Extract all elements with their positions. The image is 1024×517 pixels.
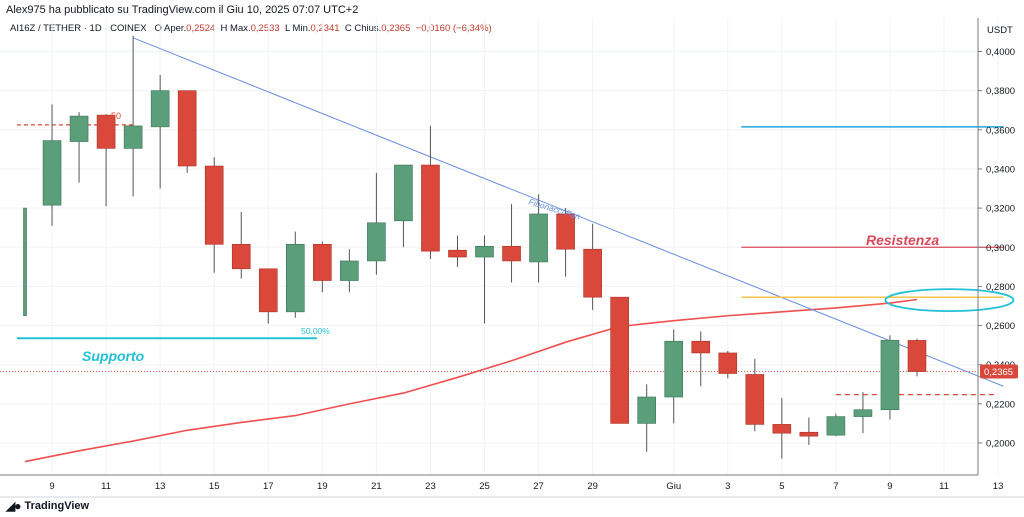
candle-up bbox=[826, 416, 846, 436]
candle-down bbox=[204, 165, 224, 245]
close-text: Chius. bbox=[354, 23, 382, 34]
candle-up bbox=[69, 115, 89, 142]
candle-up bbox=[529, 213, 548, 263]
x-tick-label: 7 bbox=[833, 481, 838, 492]
x-tick-label: 9 bbox=[887, 481, 892, 492]
open-value: 0,2524 bbox=[186, 23, 216, 34]
x-tick-label: 9 bbox=[49, 481, 54, 492]
tradingview-mark-icon: ◢● bbox=[6, 499, 22, 513]
candle-up bbox=[880, 339, 900, 411]
high-value: 0,2533 bbox=[250, 23, 280, 34]
y-tick-label: 0,2800 bbox=[986, 282, 1015, 293]
open-text: Aper. bbox=[163, 23, 187, 34]
candle-up bbox=[664, 340, 684, 398]
y-tick-label: 0,4000 bbox=[986, 47, 1015, 58]
support-label: Supporto bbox=[82, 348, 145, 364]
x-tick-label: 29 bbox=[587, 481, 598, 492]
y-axis-unit: USDT bbox=[987, 25, 1013, 36]
x-tick-label: 15 bbox=[209, 481, 220, 492]
candle-up bbox=[340, 260, 359, 281]
candle-down bbox=[421, 164, 440, 252]
close-value: 0,2365 bbox=[381, 23, 411, 34]
previous-level-label: 50 bbox=[111, 111, 121, 121]
candle-up bbox=[367, 222, 386, 262]
high-text: Max. bbox=[230, 23, 251, 34]
y-tick-label: 0,2000 bbox=[986, 439, 1015, 450]
candle-down bbox=[556, 213, 575, 250]
candle-down bbox=[691, 340, 711, 354]
y-tick-label: 0,3800 bbox=[986, 86, 1015, 97]
tradingview-logo-text: TradingView bbox=[24, 500, 90, 512]
candle-down bbox=[610, 296, 629, 424]
y-tick-label: 0,2600 bbox=[986, 321, 1015, 332]
x-tick-label: 5 bbox=[779, 481, 784, 492]
x-tick-label: Giu bbox=[666, 481, 681, 492]
candle-down bbox=[96, 114, 116, 149]
x-axis[interactable]: 9 11 13 15 17 19 21 23 25 27 29 Giu 3 5 7 9 11 13 bbox=[0, 474, 1024, 498]
x-tick-label: 17 bbox=[263, 481, 274, 492]
y-axis[interactable]: 0,4000 0,3800 0,3600 0,3400 0,3200 0,3000 0,28… bbox=[977, 18, 1018, 475]
highlight-ellipse bbox=[884, 288, 1015, 313]
x-tick-label: 27 bbox=[533, 481, 544, 492]
symbol-name[interactable]: AI16Z / TETHER · 1D · COINEX bbox=[10, 23, 147, 34]
candle-up bbox=[475, 245, 494, 258]
x-tick-label: 13 bbox=[155, 481, 166, 492]
drawings bbox=[0, 37, 1004, 463]
low-key: L bbox=[284, 23, 290, 34]
candle-up bbox=[42, 140, 62, 206]
candle-up bbox=[285, 244, 305, 313]
resistance-label: Resistenza bbox=[866, 232, 939, 248]
candle-up bbox=[123, 125, 143, 149]
open-key: O bbox=[154, 23, 162, 34]
candle-down bbox=[177, 90, 197, 167]
support-level-label: 50,00% bbox=[301, 326, 330, 336]
candle-up bbox=[23, 207, 27, 317]
candle-down bbox=[583, 248, 602, 298]
low-value: 0,2341 bbox=[310, 23, 340, 34]
candle-up bbox=[150, 90, 170, 128]
moving-average-line bbox=[24, 298, 918, 463]
last-price-tag bbox=[980, 364, 1018, 379]
x-tick-label: 25 bbox=[479, 481, 490, 492]
x-tick-label: 11 bbox=[939, 481, 949, 492]
y-tick-label: 0,3600 bbox=[986, 125, 1015, 136]
candles bbox=[23, 35, 927, 459]
candle-down bbox=[231, 244, 251, 270]
candle-down bbox=[745, 374, 765, 425]
close-key: C bbox=[344, 23, 352, 34]
candle-up bbox=[637, 396, 656, 424]
x-tick-label: 3 bbox=[725, 481, 730, 492]
y-tick-label: 0,3200 bbox=[986, 204, 1015, 215]
y-tick-label: 0,2200 bbox=[986, 399, 1015, 410]
y-tick-label: 0,3400 bbox=[986, 164, 1015, 175]
x-tick-label: 19 bbox=[317, 481, 328, 492]
candle-up bbox=[394, 164, 413, 222]
symbol-info-line: AI16Z / TETHER · 1D · COINEX O Aper.0,25… bbox=[10, 23, 492, 34]
tradingview-logo[interactable]: ◢● TradingView bbox=[6, 499, 89, 513]
grid bbox=[0, 18, 999, 475]
candle-down bbox=[502, 245, 521, 262]
candle-down bbox=[313, 244, 332, 281]
candle-down bbox=[258, 268, 278, 313]
y-tick-label: 0,3000 bbox=[986, 243, 1015, 254]
candle-down bbox=[907, 340, 927, 372]
low-text: Min. bbox=[292, 23, 311, 34]
x-tick-label: 23 bbox=[425, 481, 436, 492]
published-by: Alex975 ha pubblicato su TradingView.com… bbox=[6, 4, 359, 16]
candle-down bbox=[448, 249, 467, 258]
candle-up bbox=[853, 409, 873, 417]
candle-down bbox=[718, 352, 738, 374]
candle-down bbox=[772, 424, 792, 434]
last-price-label: 0,2365 bbox=[984, 367, 1013, 378]
high-key: H bbox=[220, 23, 228, 34]
x-tick-label: 11 bbox=[101, 481, 111, 492]
change-value: −0,0160 (−6,34%) bbox=[415, 23, 492, 34]
x-tick-label: 13 bbox=[993, 481, 1004, 492]
x-tick-label: 21 bbox=[371, 481, 382, 492]
fibonacci-fan-line bbox=[132, 37, 1004, 387]
candle-down bbox=[799, 431, 819, 437]
